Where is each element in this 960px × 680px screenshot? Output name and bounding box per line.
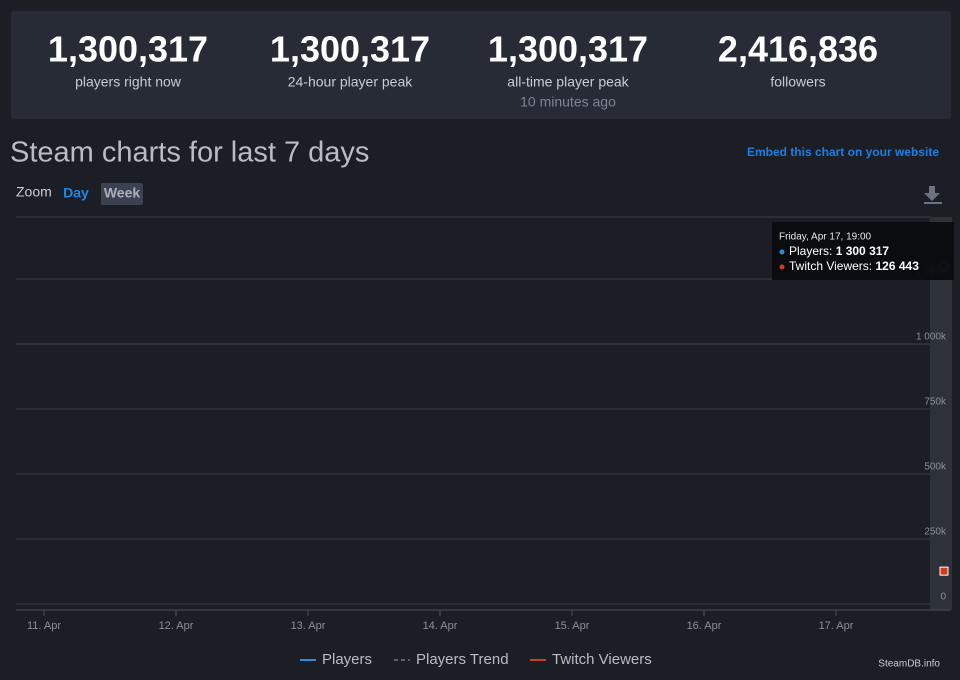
y-tick-label: 500k	[924, 462, 947, 473]
tooltip-value: 126 443	[875, 259, 919, 273]
tooltip-dot	[779, 264, 785, 270]
x-tick-label: 11. Apr	[27, 620, 61, 632]
legend-label: Twitch Viewers	[552, 651, 652, 668]
tooltip-name: Players: 1 300 317	[789, 244, 889, 258]
tooltip-name: Twitch Viewers: 126 443	[789, 259, 919, 273]
zoom-day[interactable]: Day	[63, 185, 89, 201]
stats-panel	[11, 11, 951, 119]
y-tick-label: 1 000k	[916, 332, 947, 343]
tooltip-name: Twitch Viewers:	[789, 259, 872, 273]
tooltip-title: Friday, Apr 17, 19:00	[779, 232, 872, 243]
stat-note: 10 minutes ago	[520, 94, 616, 110]
x-tick-label: 16. Apr	[687, 620, 722, 632]
x-tick-label: 17. Apr	[819, 620, 854, 632]
end-marker	[939, 566, 949, 576]
icon-part	[924, 193, 940, 201]
icon-part	[929, 186, 935, 194]
x-tick-label: 14. Apr	[423, 620, 458, 632]
tooltip-bg	[772, 222, 954, 280]
x-tick-label: 15. Apr	[555, 620, 590, 632]
download-icon[interactable]	[924, 186, 942, 204]
chart-title: Steam charts for last 7 days	[10, 137, 369, 169]
x-tick-label: 12. Apr	[159, 620, 194, 632]
credit: SteamDB.info	[878, 659, 940, 670]
stat-label: all-time player peak	[507, 74, 629, 90]
icon-part	[924, 202, 942, 204]
legend-label: Players Trend	[416, 651, 509, 668]
x-tick-label: 13. Apr	[291, 620, 326, 632]
legend-label: Players	[322, 651, 372, 668]
y-tick-label: 250k	[924, 527, 947, 538]
stat-label: players right now	[75, 74, 182, 90]
stat-value: 2,416,836	[718, 29, 878, 70]
zoom-label: Zoom	[16, 184, 52, 200]
stat-label: 24-hour player peak	[288, 74, 414, 90]
y-tick-label: 0	[940, 592, 946, 603]
zoom-week[interactable]: Week	[104, 185, 141, 201]
tooltip-name: Players:	[789, 244, 832, 258]
stat-label: followers	[770, 74, 825, 90]
stat-value: 1,300,317	[270, 29, 430, 70]
stat-value: 1,300,317	[488, 29, 648, 70]
navigator-band	[930, 217, 952, 610]
embed-link[interactable]: Embed this chart on your website	[747, 145, 939, 159]
tooltip: Friday, Apr 17, 19:00 Players: 1 300 317…	[772, 222, 954, 280]
tooltip-dot	[779, 249, 785, 255]
y-tick-label: 750k	[924, 397, 947, 408]
stat-value: 1,300,317	[48, 29, 208, 70]
zoom-week-bg	[101, 183, 143, 205]
tooltip-value: 1 300 317	[836, 244, 890, 258]
